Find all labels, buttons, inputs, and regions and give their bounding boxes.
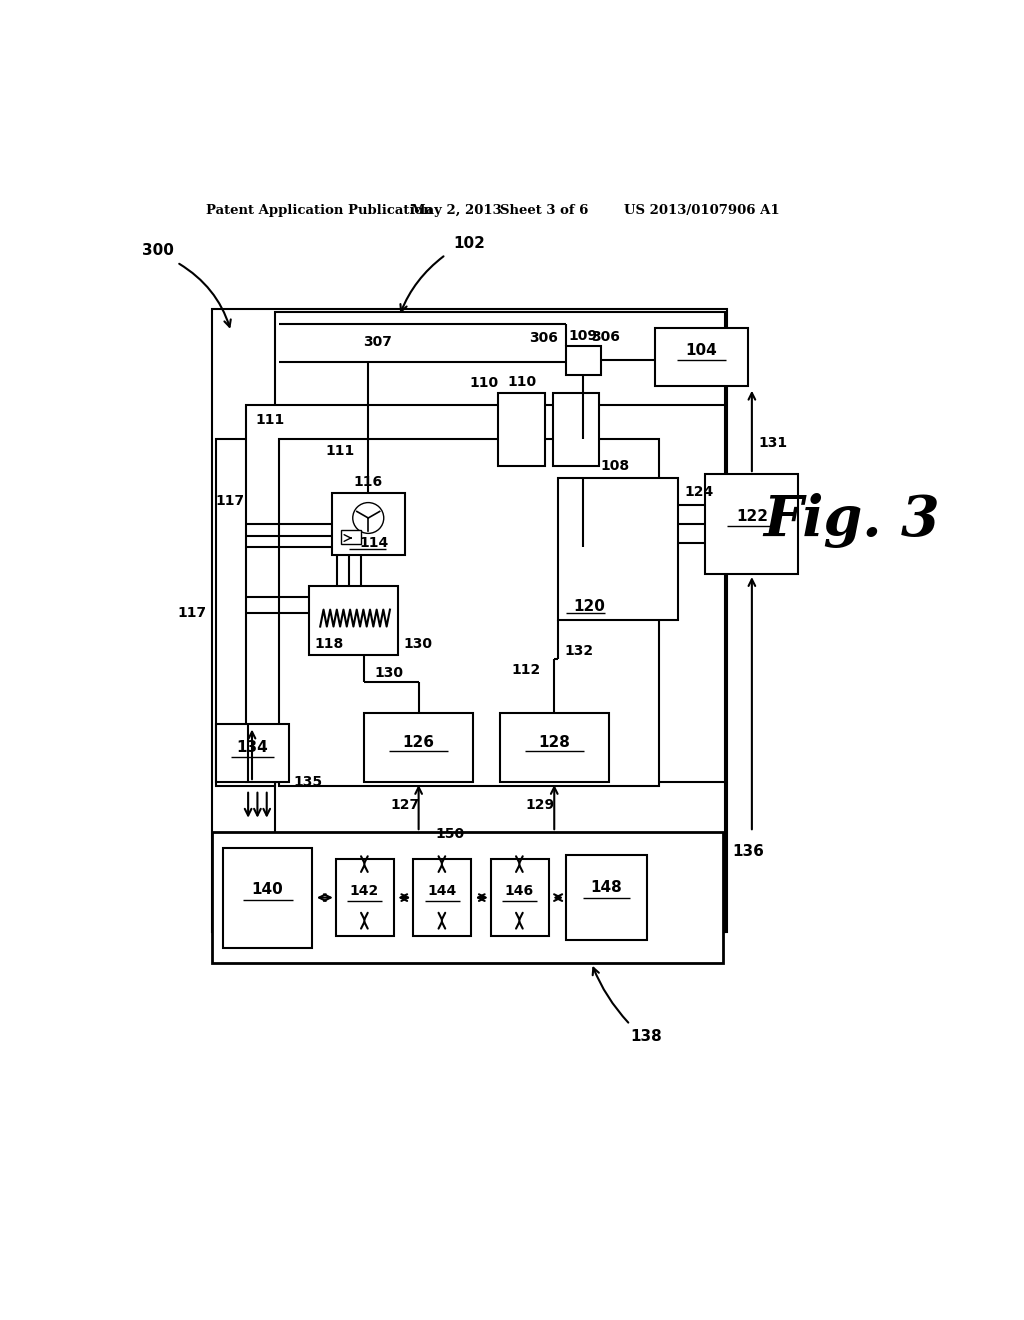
Text: 135: 135 <box>293 775 323 789</box>
Text: 140: 140 <box>252 882 284 898</box>
Text: 124: 124 <box>684 484 714 499</box>
Text: 127: 127 <box>390 799 419 812</box>
Bar <box>308 586 397 655</box>
Text: 306: 306 <box>529 331 558 345</box>
Text: 300: 300 <box>141 243 173 259</box>
Bar <box>336 859 394 936</box>
Text: 109: 109 <box>568 329 597 343</box>
Bar <box>212 309 727 932</box>
Text: 130: 130 <box>375 665 403 680</box>
Text: 144: 144 <box>427 884 457 899</box>
Bar <box>706 474 799 574</box>
Text: 120: 120 <box>573 599 605 614</box>
Text: 122: 122 <box>736 510 768 524</box>
Text: 126: 126 <box>402 734 434 750</box>
Text: 108: 108 <box>601 459 630 474</box>
Bar <box>365 713 473 781</box>
Bar <box>280 440 658 785</box>
Bar <box>246 405 725 781</box>
Text: 131: 131 <box>758 437 787 450</box>
Text: 118: 118 <box>314 636 344 651</box>
Text: Sheet 3 of 6: Sheet 3 of 6 <box>500 205 589 218</box>
Text: 150: 150 <box>435 828 464 841</box>
Bar <box>566 855 647 940</box>
Text: Fig. 3: Fig. 3 <box>764 492 940 548</box>
Bar <box>499 393 545 466</box>
Bar <box>332 494 406 554</box>
Text: 116: 116 <box>353 475 383 488</box>
Bar <box>566 346 601 375</box>
Text: 129: 129 <box>525 799 555 812</box>
Text: 128: 128 <box>539 734 570 750</box>
Text: 104: 104 <box>686 343 718 359</box>
Bar <box>500 713 608 781</box>
Text: 117: 117 <box>216 494 245 508</box>
Bar <box>341 531 360 544</box>
Text: 117: 117 <box>177 606 206 619</box>
Bar <box>216 440 275 785</box>
Text: 111: 111 <box>255 412 285 426</box>
Bar <box>212 832 723 964</box>
Text: 307: 307 <box>364 335 392 348</box>
Bar <box>655 327 748 385</box>
Text: 130: 130 <box>403 636 433 651</box>
Text: 102: 102 <box>453 235 485 251</box>
Text: 136: 136 <box>732 843 764 859</box>
Text: 110: 110 <box>507 375 537 388</box>
Text: 138: 138 <box>630 1028 662 1044</box>
Text: 132: 132 <box>564 644 594 659</box>
Text: 112: 112 <box>512 664 541 677</box>
Text: May 2, 2013: May 2, 2013 <box>411 205 502 218</box>
Bar <box>275 313 725 932</box>
Text: 134: 134 <box>237 741 268 755</box>
Text: 110: 110 <box>469 376 499 391</box>
Bar <box>216 725 289 781</box>
Text: 142: 142 <box>350 884 379 899</box>
Bar <box>223 847 312 948</box>
Text: Patent Application Publication: Patent Application Publication <box>206 205 432 218</box>
Text: 146: 146 <box>505 884 534 899</box>
Bar <box>553 393 599 466</box>
Text: 306: 306 <box>591 330 620 345</box>
Bar <box>414 859 471 936</box>
Bar <box>490 859 549 936</box>
Text: 111: 111 <box>326 444 355 458</box>
Text: US 2013/0107906 A1: US 2013/0107906 A1 <box>624 205 779 218</box>
Text: 148: 148 <box>590 880 622 895</box>
Bar <box>558 478 678 620</box>
Text: 114: 114 <box>359 536 388 550</box>
